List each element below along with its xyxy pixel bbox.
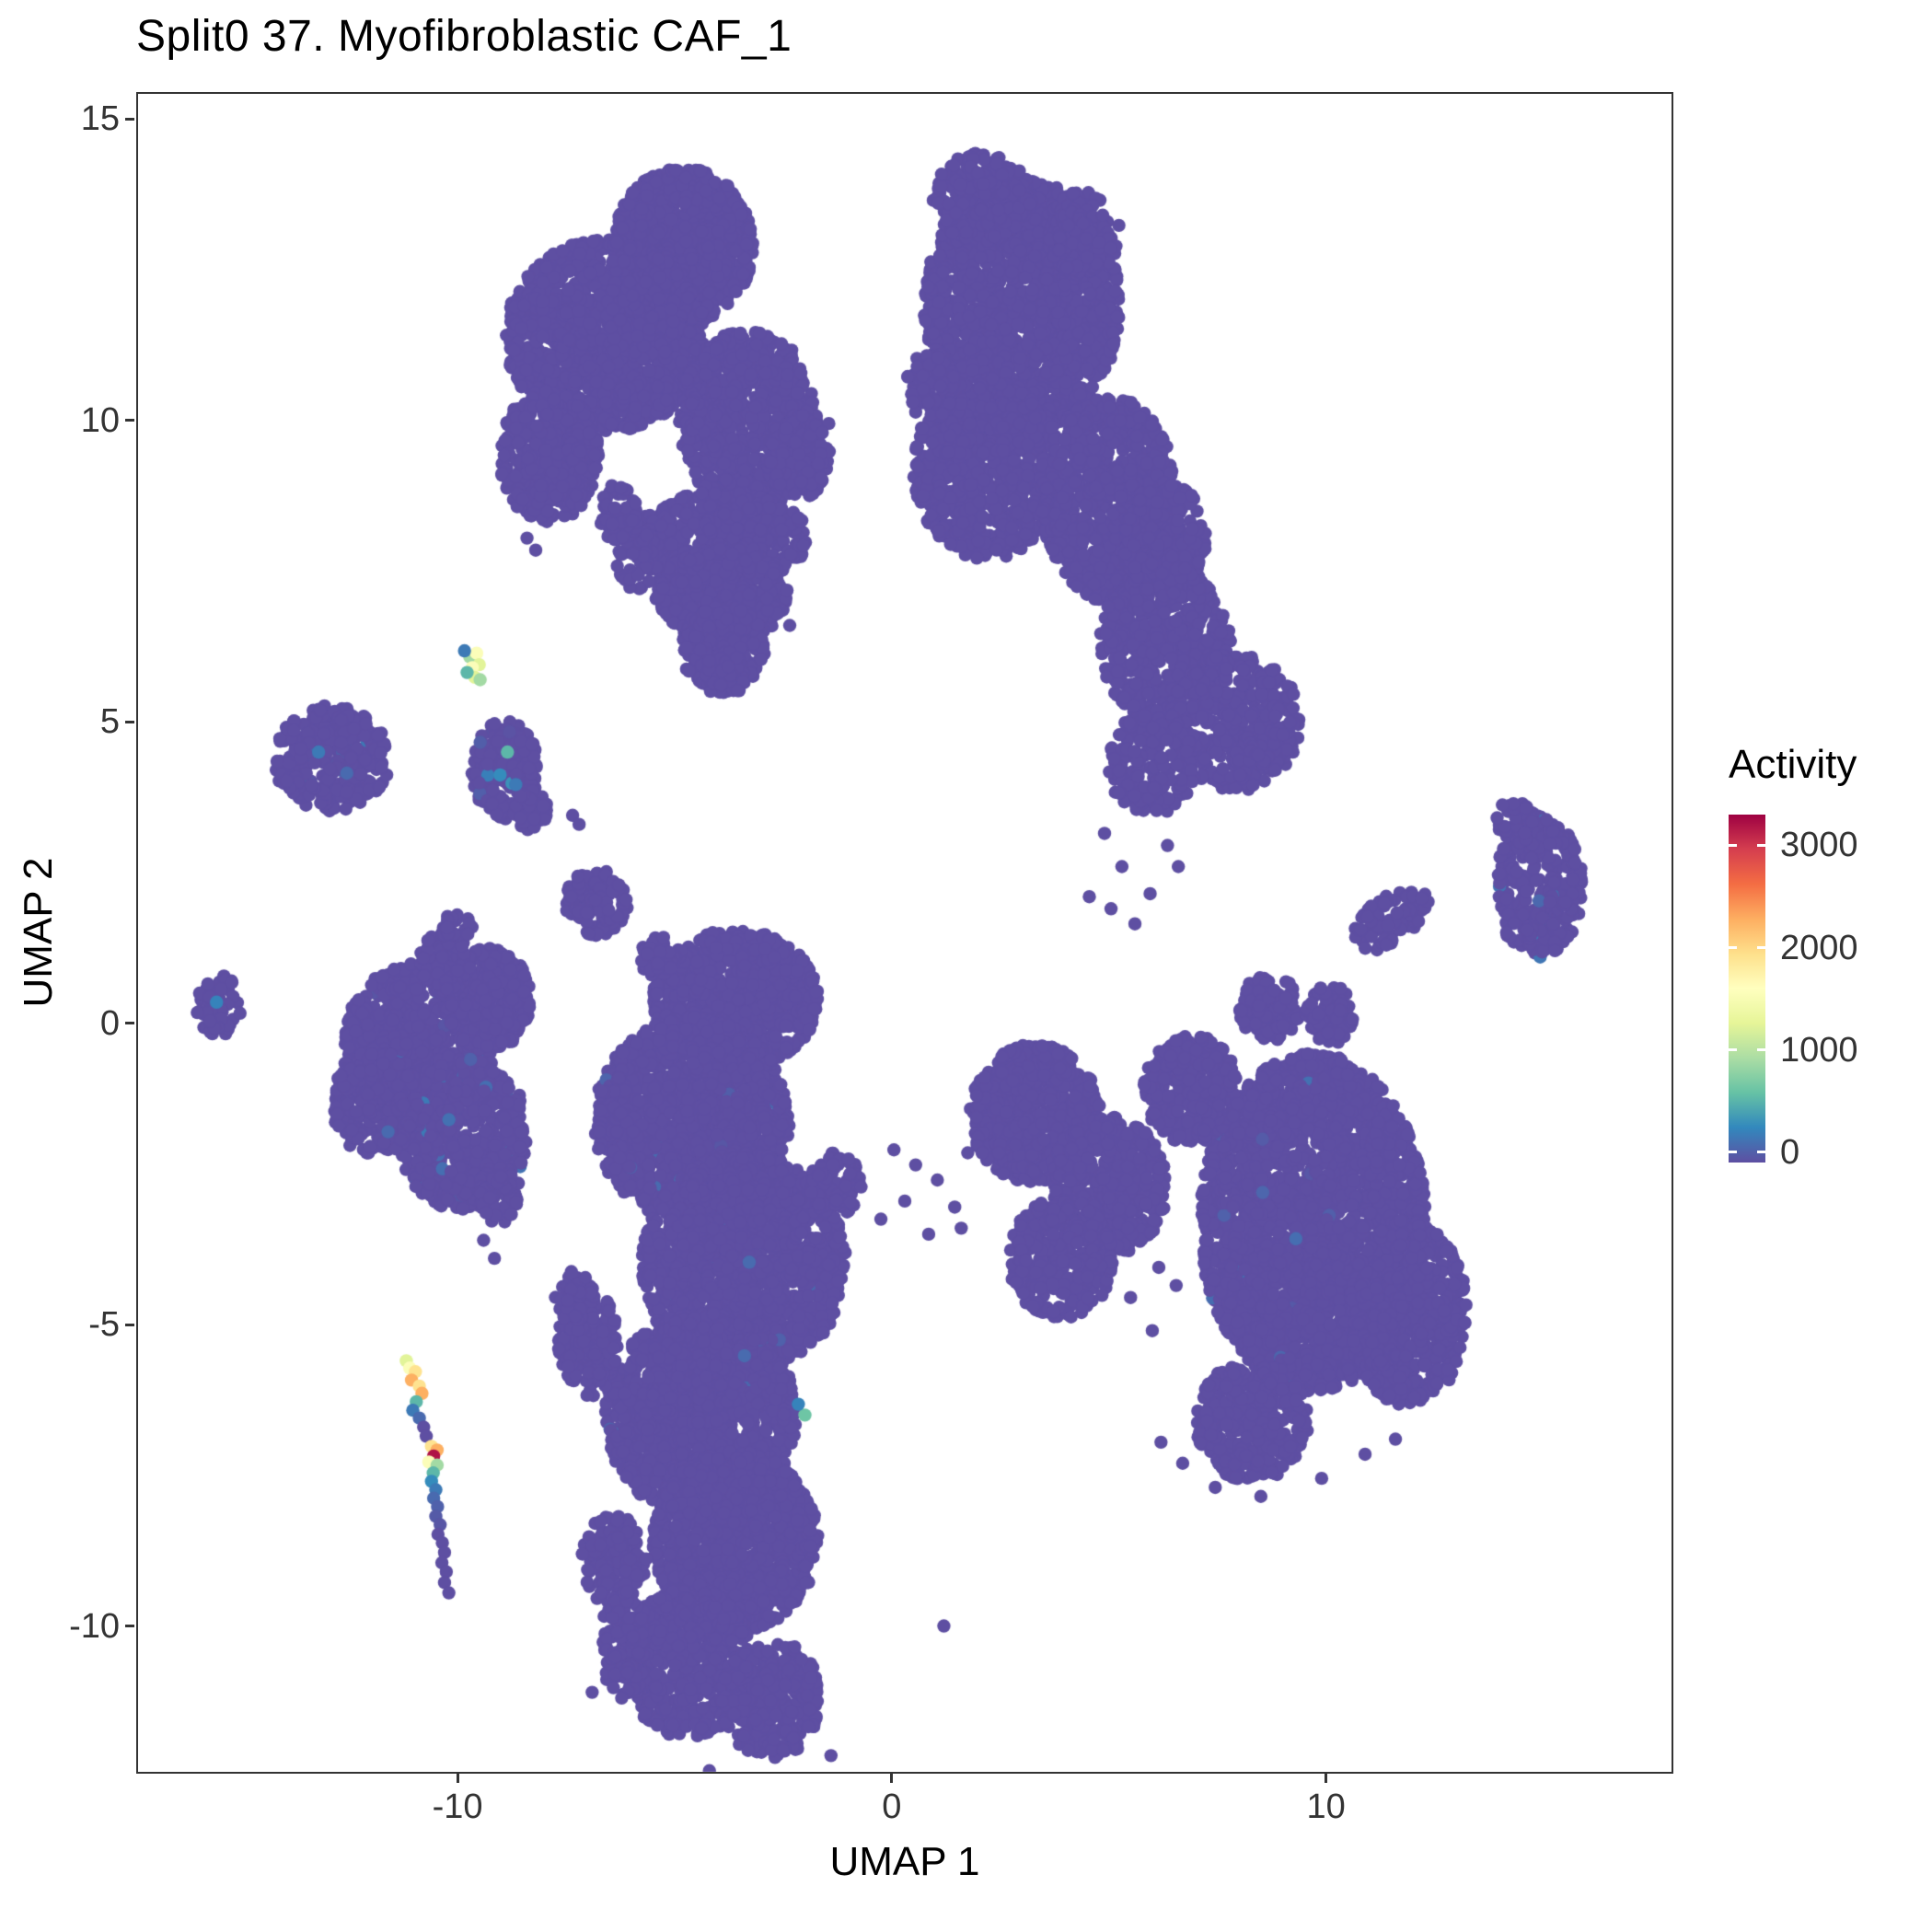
legend-colorbar [1729, 815, 1765, 1163]
legend-colorbar-tick [1729, 946, 1737, 950]
y-tick-mark [125, 1022, 134, 1025]
y-tick-mark [125, 1625, 134, 1628]
legend-tick-label: 1000 [1780, 1030, 1858, 1070]
legend-tick-label: 2000 [1780, 928, 1858, 967]
x-tick-mark [456, 1774, 459, 1783]
legend-colorbar-tick [1729, 1048, 1737, 1052]
x-tick-mark [1325, 1774, 1328, 1783]
legend-colorbar-tick [1729, 1151, 1737, 1154]
y-tick-mark [125, 117, 134, 121]
y-tick-label: -5 [88, 1305, 120, 1345]
y-tick-mark [125, 1323, 134, 1326]
legend-colorbar-tick [1757, 1048, 1765, 1052]
x-tick-mark [890, 1774, 894, 1783]
y-tick-label: -10 [69, 1606, 120, 1646]
y-tick-label: 5 [99, 702, 120, 742]
legend-title: Activity [1729, 742, 1857, 787]
x-tick-label: 0 [882, 1787, 902, 1826]
legend-colorbar-tick [1757, 946, 1765, 950]
x-axis-title: UMAP 1 [829, 1839, 980, 1884]
legend-tick-label: 0 [1780, 1132, 1800, 1172]
x-tick-label: 10 [1306, 1787, 1346, 1826]
legend-colorbar-tick [1757, 843, 1765, 847]
y-tick-label: 15 [80, 99, 120, 139]
x-tick-label: -10 [432, 1787, 483, 1826]
y-tick-mark [125, 720, 134, 723]
chart-title: Split0 37. Myofibroblastic CAF_1 [136, 12, 792, 61]
y-tick-mark [125, 419, 134, 422]
y-axis-title: UMAP 2 [16, 857, 61, 1008]
legend-tick-label: 3000 [1780, 826, 1858, 865]
legend-colorbar-tick [1757, 1151, 1765, 1154]
y-tick-label: 10 [80, 400, 120, 440]
y-tick-label: 0 [99, 1003, 120, 1043]
legend-colorbar-tick [1729, 843, 1737, 847]
